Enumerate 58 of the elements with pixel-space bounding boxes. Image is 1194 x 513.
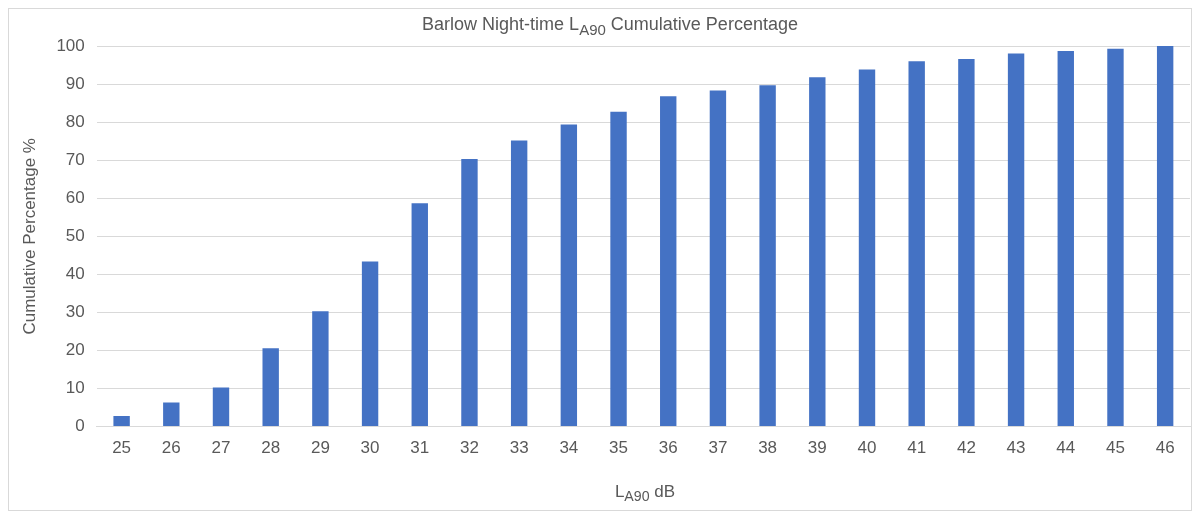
- bar: [1107, 48, 1124, 427]
- bar: [1057, 50, 1074, 427]
- bar: [262, 348, 279, 427]
- y-axis-title: Cumulative Percentage %: [19, 138, 39, 335]
- x-tick-label: 36: [658, 438, 678, 458]
- y-tick-label: 50: [65, 225, 85, 245]
- x-tick-label: 43: [1006, 438, 1026, 458]
- bar: [560, 124, 578, 427]
- bar: [709, 90, 727, 427]
- y-tick-label: 70: [65, 149, 85, 169]
- x-tick-label: 46: [1155, 438, 1175, 458]
- x-tick-label: 33: [509, 438, 529, 458]
- x-tick-label: 32: [460, 438, 479, 458]
- chart-title: Barlow Night-time L$_{A90}$ Cumulative Percentage: [421, 14, 799, 38]
- y-tick-label: 40: [65, 264, 85, 284]
- bar: [610, 111, 627, 427]
- x-tick-label: 39: [807, 438, 827, 458]
- bar: [113, 415, 130, 427]
- x-tick-label: 25: [112, 438, 132, 458]
- bar: [908, 61, 925, 427]
- x-tick-label: 41: [907, 438, 927, 458]
- x-tick-label: 28: [261, 438, 281, 458]
- x-tick-label: 37: [708, 438, 728, 458]
- y-tick-label: 100: [56, 35, 85, 55]
- x-tick-label: 38: [758, 438, 778, 458]
- x-tick-label: 30: [360, 438, 380, 458]
- bar: [461, 159, 478, 427]
- y-tick-label: 20: [65, 340, 85, 360]
- bar: [660, 96, 677, 427]
- bar: [958, 58, 975, 427]
- y-tick-label: 80: [65, 111, 85, 131]
- x-tick-label: 44: [1056, 438, 1076, 458]
- bar: [858, 69, 876, 427]
- bar: [1007, 53, 1025, 427]
- x-axis-title: L$_{A90}$ dB: [613, 482, 677, 505]
- bar: [212, 387, 230, 427]
- x-tick-label: 40: [857, 438, 877, 458]
- x-tick-label: 27: [211, 438, 231, 458]
- bar: [510, 140, 528, 427]
- x-tick-label: 42: [956, 438, 976, 458]
- bar: [809, 77, 826, 427]
- bar: [312, 311, 329, 427]
- bar: [361, 261, 379, 427]
- x-tick-label: 35: [609, 438, 628, 458]
- x-tick-label: 26: [161, 438, 181, 458]
- bar: [411, 203, 428, 427]
- x-tick-label: 34: [559, 438, 579, 458]
- bar: [163, 402, 180, 427]
- x-tick-label: 45: [1106, 438, 1125, 458]
- y-tick-label: 60: [65, 187, 85, 207]
- x-tick-label: 29: [310, 438, 330, 458]
- y-tick-label: 10: [65, 378, 85, 398]
- y-tick-label: 30: [65, 302, 85, 322]
- y-tick-label: 0: [75, 416, 85, 436]
- bar: [759, 85, 776, 427]
- y-tick-label: 90: [65, 73, 85, 93]
- bar: [1156, 46, 1174, 427]
- x-tick-label: 31: [410, 438, 430, 458]
